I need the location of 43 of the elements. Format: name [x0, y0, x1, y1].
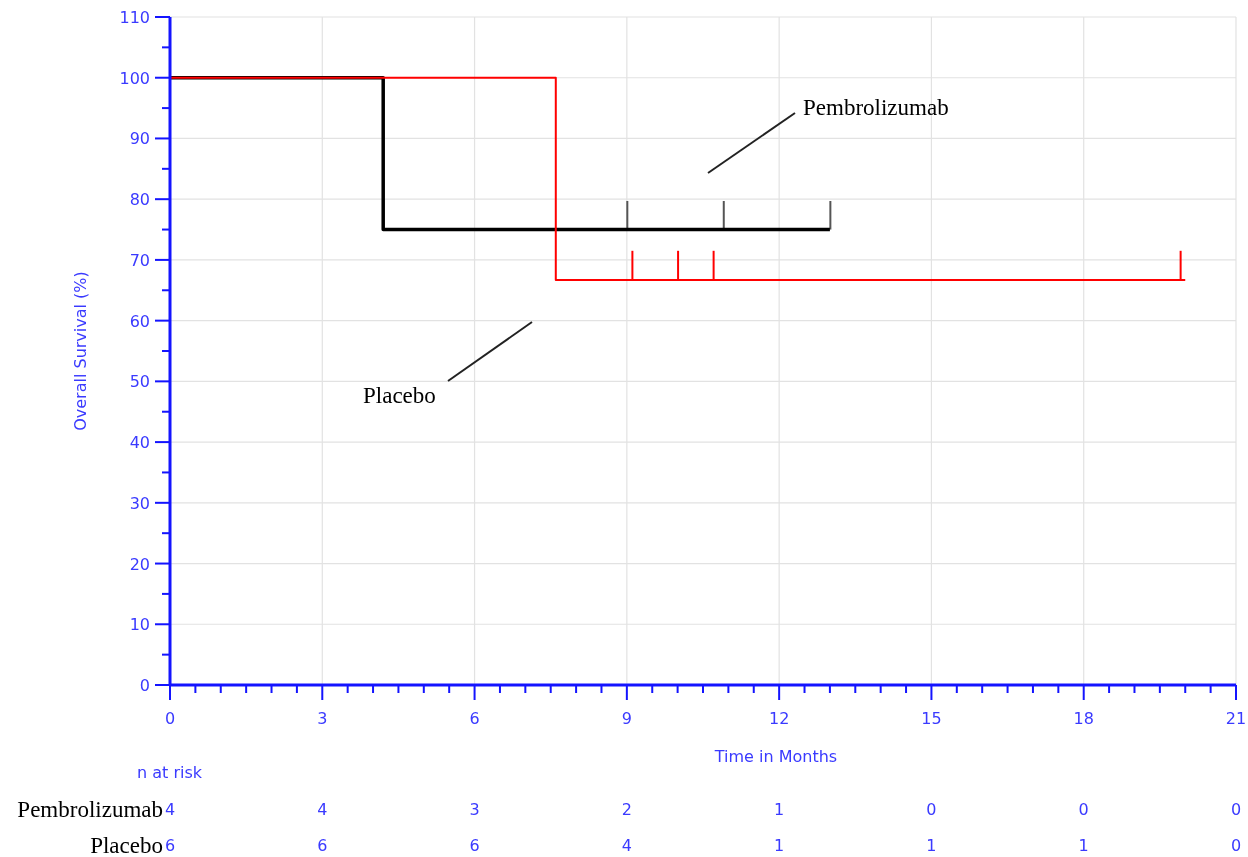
annotation: Pembrolizumab	[803, 95, 949, 120]
x-tick-label: 18	[1073, 709, 1094, 728]
y-tick-label: 100	[119, 68, 150, 88]
data-label: 1	[1077, 836, 1090, 856]
y-tick-label: 0	[139, 676, 150, 695]
x-tick-label: 12	[768, 709, 790, 728]
data-label: 2	[620, 800, 633, 820]
x-tick-label: 0	[164, 709, 176, 728]
y-tick-label: 40	[129, 433, 150, 453]
x-axis-title: Time in Months	[713, 747, 838, 766]
y-tick-label: 90	[129, 129, 150, 149]
data-label: 1	[773, 836, 786, 856]
data-label: 0	[1077, 800, 1090, 820]
data-label: 4	[620, 836, 633, 856]
chart-title: n at risk	[137, 763, 203, 783]
data-label: 6	[468, 836, 481, 856]
data-label: 6	[164, 836, 176, 855]
y-tick-label: 50	[129, 372, 150, 392]
x-tick-label: 6	[469, 709, 480, 728]
y-tick-label: 60	[129, 311, 150, 331]
data-label: 1	[773, 800, 786, 820]
y-axis-title: Overall Survival (%)	[70, 271, 90, 431]
y-tick-label: 70	[129, 250, 150, 270]
data-label: 4	[316, 800, 329, 820]
y-tick-label: Pembrolizumab	[16, 796, 163, 824]
x-tick-label: 15	[921, 709, 942, 728]
annotation: Placebo	[363, 383, 436, 408]
y-tick-label: 110	[119, 8, 150, 27]
data-label: 0	[1229, 836, 1243, 856]
y-tick-label: 30	[129, 493, 150, 513]
x-tick-label: 3	[317, 709, 328, 728]
y-tick-label: 20	[129, 554, 150, 574]
data-label: 3	[468, 800, 481, 820]
y-tick-label: 10	[129, 615, 150, 635]
y-tick-label: Placebo	[89, 832, 163, 857]
y-tick-label: 80	[129, 190, 150, 210]
data-label: 1	[925, 836, 938, 856]
data-label: 0	[1229, 800, 1243, 820]
x-tick-label: 9	[621, 709, 632, 728]
data-label: 4	[164, 800, 176, 819]
data-label: 6	[316, 836, 329, 856]
data-label: 0	[925, 800, 938, 820]
x-tick-label: 21	[1225, 709, 1247, 728]
